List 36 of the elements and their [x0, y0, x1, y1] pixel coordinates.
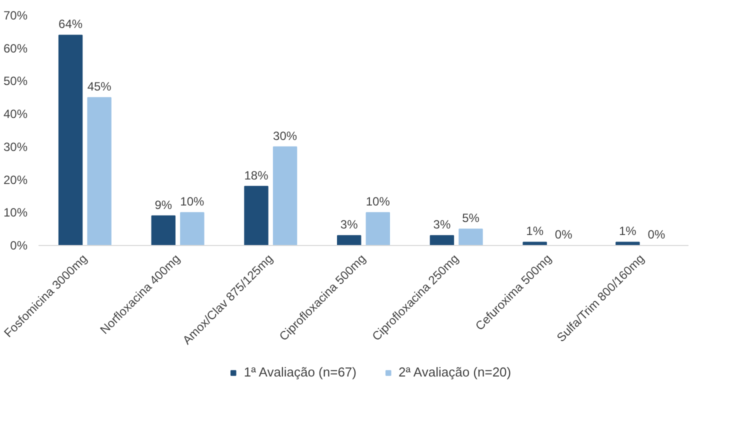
data-label: 10%	[366, 194, 390, 209]
data-label: 64%	[58, 17, 83, 32]
bar	[337, 235, 362, 246]
data-label: 18%	[244, 168, 269, 182]
data-label: 30%	[273, 128, 298, 143]
data-label: 1%	[619, 224, 637, 238]
y-tick-label: 50%	[3, 74, 28, 88]
data-label: 3%	[340, 218, 358, 232]
bar	[272, 146, 298, 246]
bar	[87, 97, 112, 246]
bar	[430, 235, 454, 246]
y-tick-label: 70%	[3, 8, 28, 22]
data-label: 5%	[462, 211, 480, 226]
data-label: 3%	[433, 218, 451, 232]
bar	[58, 34, 83, 246]
bar	[180, 212, 204, 246]
data-label: 45%	[87, 80, 112, 94]
bar	[522, 242, 547, 246]
bar	[458, 228, 483, 246]
data-label: 1%	[526, 224, 544, 238]
legend-label: 1ª Avaliação (n=67)	[244, 364, 356, 380]
y-tick-label: 40%	[3, 107, 28, 122]
legend-label: 2ª Avaliação (n=20)	[398, 364, 512, 380]
y-tick-label: 10%	[3, 206, 28, 220]
bar	[151, 215, 176, 246]
data-label: 0%	[554, 228, 573, 242]
bar	[366, 212, 390, 246]
y-tick-label: 60%	[3, 41, 28, 56]
y-tick-label: 0%	[10, 238, 28, 252]
data-label: 9%	[154, 198, 172, 212]
data-label: 0%	[648, 228, 666, 242]
y-tick-label: 30%	[3, 140, 28, 154]
bar	[616, 242, 640, 246]
y-tick-label: 20%	[3, 172, 28, 187]
data-label: 10%	[180, 194, 205, 209]
bar	[244, 186, 268, 246]
